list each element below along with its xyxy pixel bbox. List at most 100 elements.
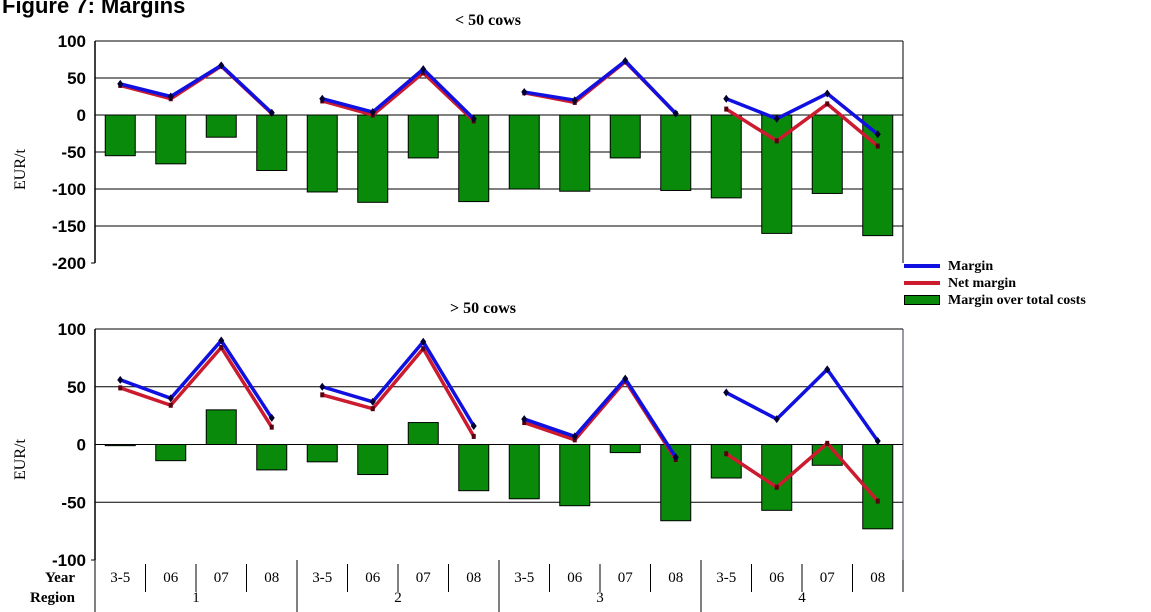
point-net-margin: [421, 346, 426, 352]
year-tick-label: 06: [163, 570, 179, 586]
region-tick-label: 1: [192, 590, 200, 606]
year-tick-label: 3-5: [312, 570, 332, 586]
y-tick-label: 100: [58, 32, 86, 51]
point-net-margin: [724, 106, 729, 112]
y-tick-label: -200: [52, 254, 86, 273]
year-tick-label: 08: [870, 570, 885, 586]
point-net-margin: [724, 451, 729, 457]
point-margin: [824, 365, 831, 374]
bar-margin-over-total-costs: [660, 444, 692, 522]
y-tick-label: -100: [52, 180, 86, 199]
point-net-margin: [269, 424, 274, 430]
point-margin: [521, 415, 528, 424]
bottom-chart-subtitle: > 50 cows: [450, 300, 516, 317]
point-margin: [319, 94, 326, 103]
point-net-margin: [825, 101, 830, 107]
bar-margin-over-total-costs: [458, 444, 490, 492]
bar-margin-over-total-costs: [407, 114, 439, 159]
bar-margin-over-total-costs: [357, 444, 389, 476]
point-margin: [622, 374, 629, 383]
legend-label-net-margin: Net margin: [948, 276, 1017, 291]
year-tick-label: 06: [769, 570, 785, 586]
region-tick-label: 4: [798, 590, 806, 606]
y-tick-label: -150: [52, 217, 86, 236]
point-margin: [117, 79, 124, 88]
point-margin: [268, 413, 275, 422]
year-tick-label: 06: [567, 570, 583, 586]
bar-margin-over-total-costs: [508, 444, 540, 500]
bar-margin-over-total-costs: [205, 114, 237, 138]
net-margin-line-swatch: [904, 281, 940, 285]
y-tick-label: 0: [77, 436, 86, 455]
point-margin: [167, 394, 174, 403]
point-margin: [672, 109, 679, 118]
line-margin: [119, 338, 274, 419]
point-margin: [117, 375, 124, 384]
point-margin: [723, 388, 730, 397]
line-net-margin: [725, 441, 880, 503]
year-tick-label: 07: [820, 570, 836, 586]
top-chart-subtitle: < 50 cows: [455, 12, 521, 29]
bar-margin-over-total-costs: [609, 444, 641, 454]
point-net-margin: [471, 433, 476, 439]
bar-margin-over-total-costs: [559, 444, 591, 507]
year-tick-label: 3-5: [716, 570, 736, 586]
line-margin: [725, 367, 880, 443]
year-tick-label: 3-5: [110, 570, 130, 586]
line-net-margin: [119, 345, 274, 429]
point-margin: [571, 96, 578, 105]
point-net-margin: [370, 406, 375, 412]
y-tick-label: 100: [58, 320, 86, 339]
point-margin: [218, 336, 225, 345]
year-tick-label: 08: [264, 570, 279, 586]
point-margin: [824, 89, 831, 98]
legend-label-margin: Margin: [948, 259, 994, 274]
year-tick-label: 3-5: [514, 570, 534, 586]
point-margin: [167, 92, 174, 101]
point-margin: [874, 437, 881, 446]
bar-margin-over-total-costs: [256, 114, 288, 171]
margin-over-total-costs-bar-swatch: [904, 295, 940, 305]
y-tick-label: 0: [77, 106, 86, 125]
line-margin: [725, 91, 879, 136]
bar-margin-over-total-costs: [407, 422, 439, 445]
region-tick-label: 3: [596, 590, 604, 606]
bar-margin-over-total-costs: [155, 114, 187, 165]
point-net-margin: [774, 484, 779, 490]
line-margin: [523, 376, 678, 459]
bar-margin-over-total-costs: [508, 114, 540, 190]
bar-margin-over-total-costs: [357, 114, 389, 203]
point-net-margin: [825, 440, 830, 446]
y-tick-label: 50: [67, 378, 86, 397]
point-margin: [218, 61, 225, 70]
point-margin: [571, 432, 578, 441]
point-margin: [874, 130, 881, 139]
point-margin: [672, 453, 679, 462]
point-margin: [268, 108, 275, 117]
bar-margin-over-total-costs: [104, 114, 136, 157]
bar-margin-over-total-costs: [862, 444, 894, 530]
margin-line-swatch: [904, 264, 940, 268]
bar-margin-over-total-costs: [205, 409, 237, 446]
bar-margin-over-total-costs: [559, 114, 591, 192]
bar-margin-over-total-costs: [256, 444, 288, 471]
year-tick-label: 06: [365, 570, 381, 586]
year-row-label: Year: [45, 570, 75, 586]
region-tick-label: 2: [394, 590, 402, 606]
bar-margin-over-total-costs: [104, 444, 136, 447]
point-margin: [470, 114, 477, 123]
line-margin: [321, 67, 475, 120]
y-tick-label: -100: [52, 551, 86, 570]
point-margin: [521, 88, 528, 97]
point-margin: [369, 397, 376, 406]
y-tick-label: 50: [67, 69, 86, 88]
point-margin: [622, 56, 629, 65]
point-margin: [773, 114, 780, 123]
line-margin: [321, 339, 476, 427]
line-net-margin: [321, 71, 475, 123]
line-net-margin: [321, 346, 476, 438]
point-net-margin: [118, 385, 123, 391]
year-tick-label: 07: [618, 570, 634, 586]
bar-margin-over-total-costs: [710, 114, 742, 199]
point-net-margin: [774, 138, 779, 144]
